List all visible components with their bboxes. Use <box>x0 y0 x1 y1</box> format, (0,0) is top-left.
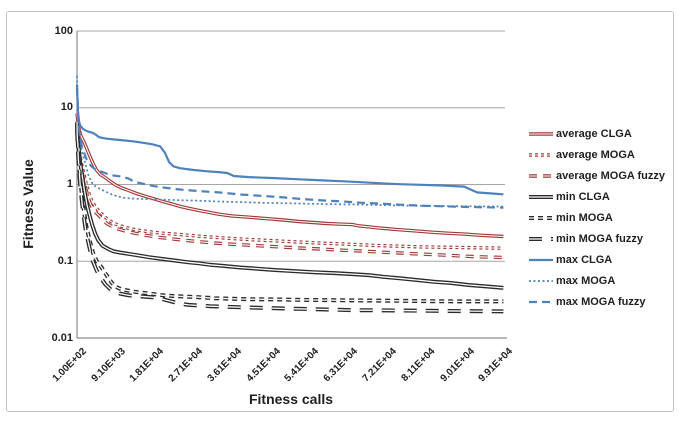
legend-item-average-CLGA: average CLGA <box>528 123 665 144</box>
series-line-max-CLGA <box>75 84 504 196</box>
legend-label: max MOGA <box>556 274 616 287</box>
legend-label: average CLGA <box>556 127 632 140</box>
legend-label: max CLGA <box>556 253 613 266</box>
legend: average CLGA average MOGA average MOGA fuz… <box>528 123 665 312</box>
legend-label: min MOGA fuzzy <box>556 232 643 245</box>
legend-item-min-MOGA-fuzzy: min MOGA fuzzy <box>528 228 665 249</box>
y-tick-label: 1 <box>66 178 73 190</box>
series-line-average-CLGA <box>75 113 504 239</box>
y-tick-label: 0.1 <box>57 254 73 267</box>
legend-item-max-MOGA-fuzzy: max MOGA fuzzy <box>528 291 665 312</box>
y-tick-label: 100 <box>54 24 73 37</box>
legend-label: min MOGA <box>556 211 613 224</box>
series-line-average-MOGA <box>76 127 504 249</box>
series-line-min-MOGA <box>76 124 504 303</box>
legend-swatch-icon <box>529 300 553 303</box>
series-line-average-MOGA-fuzzy <box>76 130 504 259</box>
legend-swatch-icon <box>529 131 553 136</box>
series-line-max-MOGA-fuzzy <box>75 88 504 209</box>
legend-swatch-icon <box>529 258 553 261</box>
series-line-min-CLGA <box>75 121 504 290</box>
legend-item-min-MOGA: min MOGA <box>528 207 665 228</box>
x-axis-title: Fitness calls <box>248 391 334 407</box>
y-axis-title: Fitness Value <box>20 159 36 249</box>
legend-item-max-CLGA: max CLGA <box>528 249 665 270</box>
legend-swatch-icon <box>529 194 553 199</box>
legend-label: min CLGA <box>556 190 610 203</box>
legend-swatch-icon <box>529 152 553 157</box>
legend-label: max MOGA fuzzy <box>556 295 646 308</box>
series-line-min-CLGA <box>76 122 504 289</box>
series-line-min-MOGA <box>75 124 504 304</box>
legend-swatch-icon <box>529 279 553 282</box>
chart-frame <box>6 11 674 412</box>
series-line-average-CLGA <box>76 113 504 238</box>
y-tick-label: 10 <box>60 101 73 114</box>
series-line-min-MOGA-fuzzy <box>76 129 504 313</box>
legend-item-average-MOGA-fuzzy: average MOGA fuzzy <box>528 165 665 186</box>
legend-item-average-MOGA: average MOGA <box>528 144 665 165</box>
legend-swatch-icon <box>529 236 553 241</box>
legend-label: average MOGA fuzzy <box>556 169 666 182</box>
y-tick-label: 0.01 <box>51 331 73 344</box>
legend-item-min-CLGA: min CLGA <box>528 186 665 207</box>
series-line-max-MOGA <box>76 75 504 208</box>
legend-item-max-MOGA: max MOGA <box>528 270 665 291</box>
legend-label: average MOGA <box>556 148 635 161</box>
legend-swatch-icon <box>529 173 553 178</box>
legend-swatch-icon <box>529 215 553 220</box>
